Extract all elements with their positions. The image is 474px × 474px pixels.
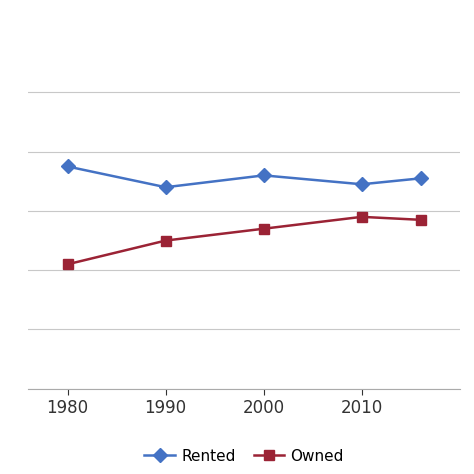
Rented	[261, 173, 266, 178]
Rented	[418, 175, 423, 181]
Owned	[261, 226, 266, 231]
Owned	[65, 262, 71, 267]
Line: Rented: Rented	[63, 162, 426, 192]
Owned	[359, 214, 365, 220]
Owned	[163, 238, 169, 244]
Line: Owned: Owned	[63, 212, 426, 269]
Rented	[65, 164, 71, 169]
Legend: Rented, Owned: Rented, Owned	[138, 443, 350, 470]
Owned	[418, 217, 423, 223]
Rented	[163, 184, 169, 190]
Rented	[359, 182, 365, 187]
